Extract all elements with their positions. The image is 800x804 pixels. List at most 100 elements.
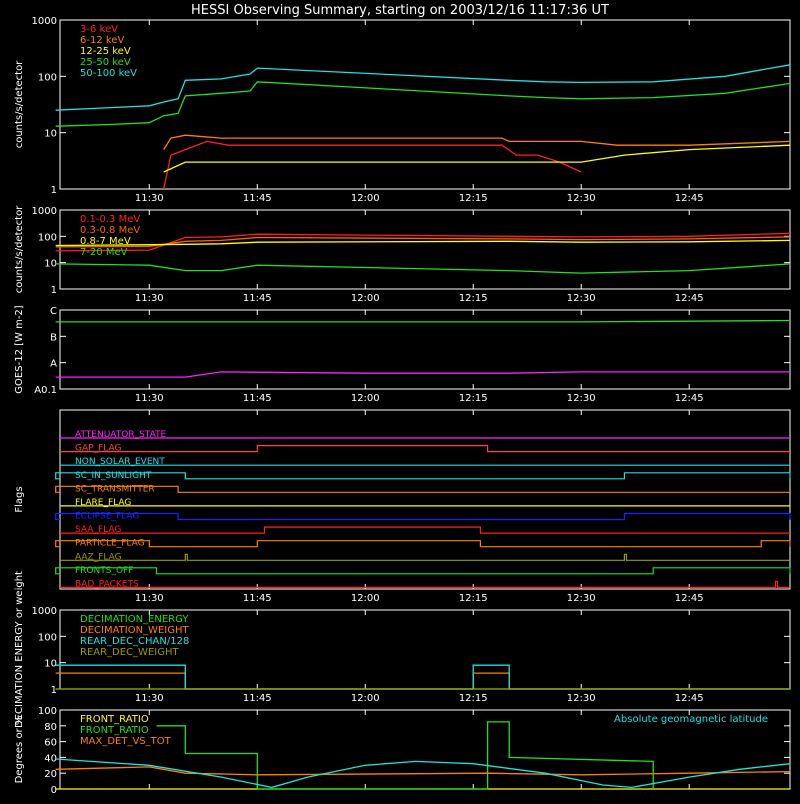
legend-entry-low-energy: 50-100 keV bbox=[80, 68, 137, 79]
legend-entry-decimation: REAR_DEC_CHAN/128 bbox=[80, 636, 189, 647]
y-tick-label-decimation: 1000 bbox=[32, 606, 57, 617]
flag-label: FLARE_FLAG bbox=[75, 498, 131, 508]
series-line-goes-0 bbox=[55, 319, 791, 323]
y-axis-label-high-energy: counts/s/detector bbox=[14, 205, 25, 293]
figure-title: HESSI Observing Summary, starting on 200… bbox=[191, 3, 609, 18]
legend-entry-ratio: MAX_DET_VS_TOT bbox=[80, 736, 172, 747]
y-tick-label-ratio: 60 bbox=[44, 738, 57, 749]
series-line-low-energy-3 bbox=[55, 81, 791, 127]
x-tick-label-goes: 12:45 bbox=[675, 393, 704, 404]
flag-label: SC_IN_SUNLIGHT bbox=[75, 471, 152, 481]
plot-frame-low-energy bbox=[59, 19, 791, 190]
flag-trace-8 bbox=[55, 540, 791, 548]
flag-trace-6 bbox=[55, 512, 791, 521]
x-tick-label-flags: 12:00 bbox=[351, 593, 380, 604]
x-tick-label-high-energy: 12:45 bbox=[675, 293, 704, 304]
flag-trace-4 bbox=[55, 485, 790, 493]
flag-label: PARTICLE_FLAG bbox=[75, 539, 145, 549]
flag-label: ATTENUATOR_STATE bbox=[75, 430, 167, 440]
x-tick-label-flags: 12:15 bbox=[459, 593, 488, 604]
flag-trace-3 bbox=[55, 472, 791, 480]
flag-trace-10 bbox=[55, 567, 791, 575]
flag-label: GAP_FLAG bbox=[75, 444, 121, 454]
y-tick-label-goes: C bbox=[50, 306, 57, 317]
legend-entry-ratio: FRONT_RATIO bbox=[80, 714, 149, 725]
x-tick-label-goes: 12:00 bbox=[351, 393, 380, 404]
legend-entry-ratio: FRONT_RATIO bbox=[80, 725, 149, 736]
y-tick-label-ratio: 80 bbox=[44, 722, 57, 733]
y-tick-label-goes: B bbox=[50, 332, 57, 343]
y-axis-label-low-energy: counts/s/detector bbox=[14, 60, 25, 148]
y-tick-label-ratio: 100 bbox=[38, 706, 57, 717]
y-tick-label-ratio: 0 bbox=[51, 785, 57, 796]
x-tick-label-high-energy: 11:45 bbox=[243, 293, 272, 304]
flag-label: AAZ_FLAG bbox=[75, 552, 122, 562]
y-axis-label-flags: Flags bbox=[14, 486, 25, 512]
x-tick-label-decimation: 12:15 bbox=[459, 693, 488, 704]
flag-trace-11 bbox=[60, 580, 790, 589]
y-tick-label-ratio: 20 bbox=[44, 769, 57, 780]
series-line-low-energy-4 bbox=[55, 64, 791, 111]
x-tick-label-flags: 12:45 bbox=[675, 593, 704, 604]
y-tick-label-high-energy: 1 bbox=[51, 285, 57, 296]
y-tick-label-decimation: 1 bbox=[51, 685, 57, 696]
flag-label: BAD_PACKETS bbox=[75, 579, 139, 589]
y-tick-label-goes: A0.1 bbox=[34, 385, 57, 396]
flag-trace-9 bbox=[60, 553, 790, 561]
x-tick-label-decimation: 12:00 bbox=[351, 693, 380, 704]
y-tick-label-high-energy: 100 bbox=[38, 232, 57, 243]
y-axis-label-decimation: DECIMATION ENERGY or weight bbox=[14, 571, 25, 728]
x-tick-label-goes: 11:30 bbox=[135, 393, 164, 404]
x-tick-label-decimation: 11:30 bbox=[135, 693, 164, 704]
legend-entry-high-energy: 7-20 MeV bbox=[80, 247, 128, 258]
flag-trace-7 bbox=[60, 526, 790, 534]
x-tick-label-decimation: 11:45 bbox=[243, 693, 272, 704]
x-tick-label-low-energy: 12:45 bbox=[675, 193, 704, 204]
flag-label: FRONTS_OFF bbox=[75, 566, 133, 576]
flag-label: ECLIPSE_FLAG bbox=[75, 512, 139, 522]
series-line-ratio-1 bbox=[156, 721, 654, 790]
series-line-high-energy-3 bbox=[55, 263, 791, 274]
legend-entry-low-energy: 3-6 keV bbox=[80, 24, 118, 35]
series-line-high-energy-0 bbox=[55, 232, 791, 252]
series-line-ratio-3 bbox=[55, 758, 791, 789]
x-tick-label-goes: 12:30 bbox=[567, 393, 596, 404]
series-line-decimation-2 bbox=[55, 664, 790, 690]
legend-entry-high-energy: 0.3-0.8 MeV bbox=[80, 225, 140, 236]
x-tick-label-high-energy: 12:00 bbox=[351, 293, 380, 304]
y-tick-label-goes: A bbox=[50, 359, 57, 370]
flag-trace-1 bbox=[60, 445, 790, 453]
annotation-ratio: Absolute geomagnetic latitude bbox=[614, 714, 768, 725]
series-line-ratio-2 bbox=[55, 766, 791, 776]
x-tick-label-goes: 12:15 bbox=[459, 393, 488, 404]
series-line-goes-1 bbox=[55, 371, 790, 378]
flag-label: NON_SOLAR_EVENT bbox=[75, 457, 165, 467]
x-tick-label-high-energy: 12:15 bbox=[459, 293, 488, 304]
y-tick-label-decimation: 10 bbox=[44, 659, 57, 670]
y-axis-label-goes: GOES-12 [W m-2] bbox=[14, 305, 25, 393]
x-tick-label-flags: 11:45 bbox=[243, 593, 272, 604]
series-line-low-energy-2 bbox=[163, 144, 791, 173]
x-tick-label-goes: 11:45 bbox=[243, 393, 272, 404]
x-tick-label-low-energy: 11:30 bbox=[135, 193, 164, 204]
x-tick-label-low-energy: 12:30 bbox=[567, 193, 596, 204]
legend-entry-low-energy: 12-25 keV bbox=[80, 46, 131, 57]
x-tick-label-flags: 11:30 bbox=[135, 593, 164, 604]
legend-entry-high-energy: 0.1-0.3 MeV bbox=[80, 214, 140, 225]
legend-entry-decimation: DECIMATION_ENERGY bbox=[80, 614, 189, 625]
x-tick-label-low-energy: 11:45 bbox=[243, 193, 272, 204]
legend-entry-low-energy: 6-12 keV bbox=[80, 35, 124, 46]
plot-frame-high-energy bbox=[59, 209, 791, 290]
plot-frame-goes bbox=[59, 309, 791, 390]
x-tick-label-flags: 12:30 bbox=[567, 593, 596, 604]
legend-entry-decimation: REAR_DEC_WEIGHT bbox=[80, 647, 179, 658]
series-line-low-energy-1 bbox=[163, 134, 791, 150]
x-tick-label-decimation: 12:30 bbox=[567, 693, 596, 704]
y-tick-label-high-energy: 10 bbox=[44, 259, 57, 270]
x-tick-label-low-energy: 12:15 bbox=[459, 193, 488, 204]
y-tick-label-low-energy: 10 bbox=[44, 129, 57, 140]
series-line-decimation-1 bbox=[55, 672, 790, 690]
y-tick-label-decimation: 100 bbox=[38, 632, 57, 643]
